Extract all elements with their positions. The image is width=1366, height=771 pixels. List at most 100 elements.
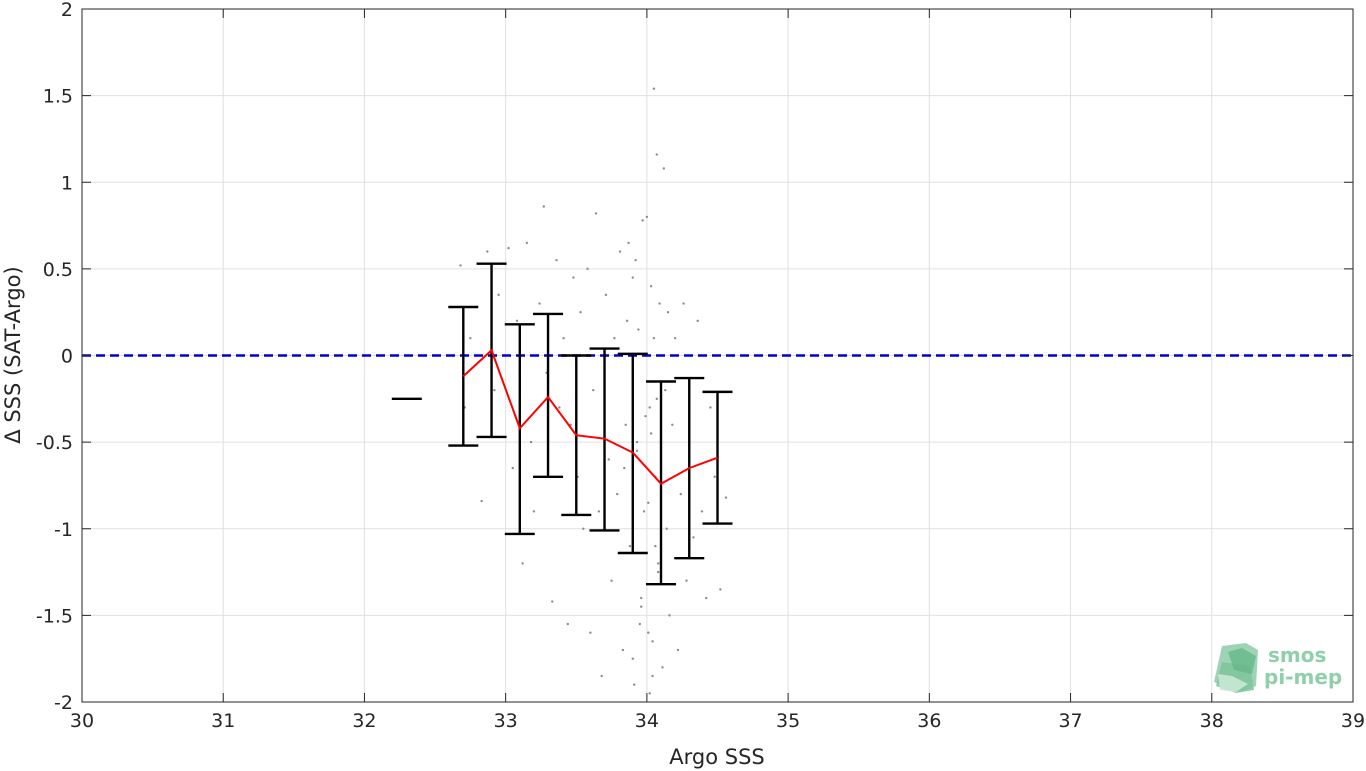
scatter-point <box>655 397 658 401</box>
scatter-point <box>713 475 716 478</box>
scatter-point <box>634 259 637 262</box>
y-tick-label: 1 <box>61 172 73 194</box>
scatter-point <box>642 510 646 513</box>
scatter-point <box>594 212 598 215</box>
y-tick-label: -1.5 <box>36 605 73 627</box>
scatter-point <box>610 579 613 582</box>
scatter-point <box>724 496 728 499</box>
scatter-point <box>696 319 699 323</box>
scatter-point <box>719 588 722 591</box>
scatter-point <box>532 510 536 513</box>
scatter-point <box>662 167 666 170</box>
scatter-point <box>682 302 685 305</box>
scatter-point <box>647 631 650 634</box>
scatter-point <box>486 250 489 253</box>
scatter-point <box>635 449 639 452</box>
scatter-point <box>542 205 545 208</box>
scatter-point <box>651 640 654 643</box>
scatter-point <box>640 596 643 600</box>
scatter-point <box>618 250 622 253</box>
y-tick-label: 1.5 <box>43 86 73 108</box>
scatter-point <box>515 319 519 323</box>
scatter-point <box>538 302 541 305</box>
scatter-point <box>551 600 554 603</box>
y-tick-label: -1 <box>54 519 73 541</box>
scatter-point <box>647 501 650 504</box>
scatter-point <box>607 458 610 461</box>
scatter-point <box>507 246 510 250</box>
scatter-point <box>652 87 656 90</box>
x-tick-label: 35 <box>776 710 800 732</box>
y-tick-label: 0 <box>61 346 73 368</box>
scatter-point <box>459 264 462 267</box>
scatter-point <box>640 605 643 608</box>
scatter-point <box>666 310 670 314</box>
scatter-point <box>651 674 654 678</box>
scatter-point <box>654 544 657 548</box>
scatter-point <box>631 657 634 660</box>
scatter-point <box>649 432 653 435</box>
scatter-point <box>656 570 660 574</box>
scatter-point <box>641 219 644 222</box>
scatter-point <box>671 423 674 426</box>
scatter-point <box>597 510 601 513</box>
scatter-point <box>685 579 688 582</box>
y-tick-label: 2 <box>61 0 73 21</box>
scatter-point <box>668 614 671 617</box>
scatter-point <box>649 285 653 288</box>
scatter-point <box>586 267 589 271</box>
x-tick-label: 39 <box>1341 710 1365 732</box>
axis-ticks <box>81 8 1354 703</box>
scatter-point <box>625 319 629 323</box>
scatter-point <box>579 310 582 314</box>
scatter-point <box>562 336 565 340</box>
scatter-point <box>493 388 496 392</box>
scatter-point <box>673 336 677 340</box>
scatter-point <box>525 241 529 245</box>
scatter-point <box>592 388 595 392</box>
scatter-point <box>645 215 649 219</box>
scatter-point <box>655 153 658 156</box>
scatter-point <box>627 241 630 245</box>
y-tick-label: -0.5 <box>36 432 73 454</box>
scatter-point <box>529 440 533 444</box>
scatter-point <box>621 648 625 652</box>
x-tick-label: 37 <box>1058 710 1082 732</box>
scatter-point <box>676 648 680 652</box>
scatter-point <box>709 406 712 409</box>
scatter-point <box>521 562 524 565</box>
scatter-point <box>613 336 616 340</box>
scatter-point <box>665 527 668 530</box>
scatter-point <box>648 406 651 409</box>
scatter-point <box>589 631 592 634</box>
scatter-point <box>705 596 708 600</box>
scatter-point <box>624 423 627 426</box>
scatter-point <box>656 562 660 565</box>
scatter-point <box>497 293 500 297</box>
smos-logo-icon <box>1214 643 1258 693</box>
scatter-point <box>635 440 639 444</box>
scatter-point <box>616 492 619 496</box>
scatter-point <box>664 388 667 392</box>
y-tick-labels: -2 -1.5 -1 -0.5 0 0.5 1 1.5 2 <box>36 0 73 714</box>
scatter-point <box>600 674 603 678</box>
y-axis-label: Δ SSS (SAT-Argo) <box>1 266 25 443</box>
scatter-point <box>637 328 640 331</box>
x-tick-labels: 30 31 32 33 34 35 36 37 38 39 <box>70 710 1365 732</box>
scatter-point <box>558 406 561 409</box>
scatter-point <box>648 692 651 695</box>
scatter-point <box>511 466 514 470</box>
scatter-point <box>658 302 661 305</box>
y-tick-label: -2 <box>54 692 73 714</box>
x-axis-label: Argo SSS <box>669 745 764 769</box>
scatter-point <box>572 276 575 279</box>
x-tick-label: 38 <box>1200 710 1224 732</box>
mean-difference-line <box>462 348 718 485</box>
scatter-point <box>582 527 585 530</box>
scatter-point <box>700 510 704 513</box>
scatter-point <box>679 492 682 496</box>
scatter-point <box>638 622 642 626</box>
logo-line-smos: smos <box>1268 643 1326 667</box>
